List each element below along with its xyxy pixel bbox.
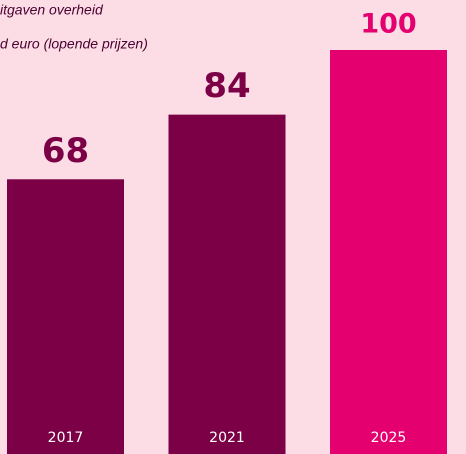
value-label: 68 — [42, 131, 89, 171]
value-label: 100 — [360, 9, 416, 40]
x-tick-label: 2021 — [209, 430, 245, 446]
chart-title: itgaven overheid — [0, 2, 104, 18]
bar — [7, 179, 124, 454]
bar — [168, 114, 286, 454]
bar — [330, 50, 447, 454]
x-tick-label: 2017 — [48, 430, 84, 446]
chart-subtitle: d euro (lopende prijzen) — [0, 36, 148, 52]
value-label: 84 — [203, 66, 250, 106]
x-tick-label: 2025 — [371, 430, 407, 446]
